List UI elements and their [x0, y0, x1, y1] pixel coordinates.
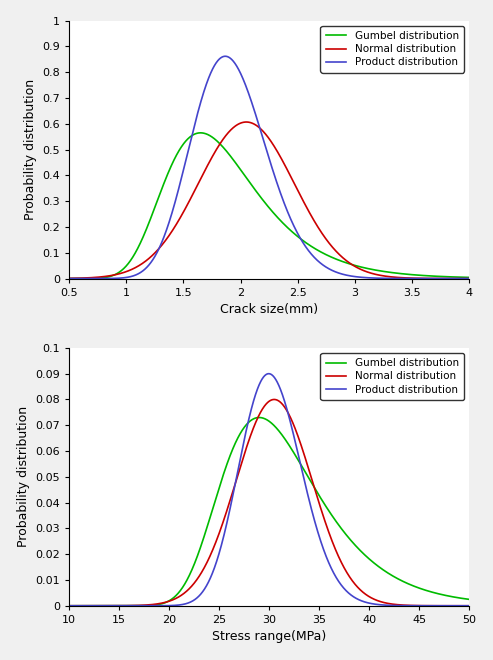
Y-axis label: Probability distribution: Probability distribution	[17, 407, 30, 547]
Legend: Gumbel distribution, Normal distribution, Product distribution: Gumbel distribution, Normal distribution…	[320, 353, 464, 400]
Legend: Gumbel distribution, Normal distribution, Product distribution: Gumbel distribution, Normal distribution…	[320, 26, 464, 73]
X-axis label: Crack size(mm): Crack size(mm)	[220, 303, 318, 316]
Y-axis label: Probability distribution: Probability distribution	[24, 79, 36, 220]
X-axis label: Stress range(MPa): Stress range(MPa)	[212, 630, 326, 644]
